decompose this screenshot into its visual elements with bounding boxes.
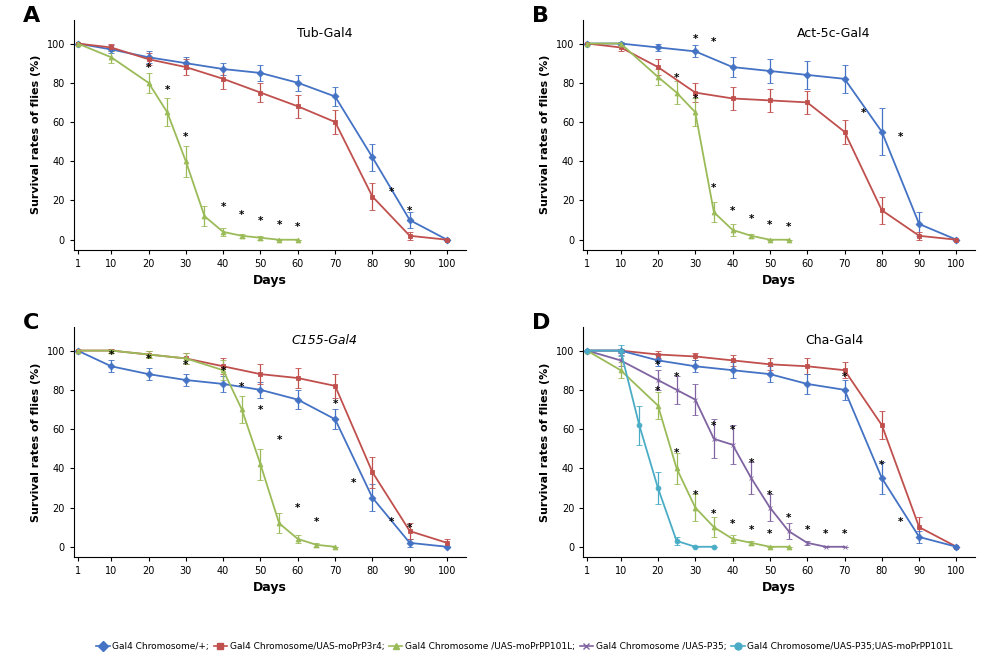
Text: *: *: [407, 206, 413, 216]
Text: *: *: [239, 382, 244, 392]
Text: *: *: [749, 458, 754, 468]
Text: *: *: [277, 435, 282, 445]
Text: *: *: [183, 132, 188, 142]
Text: *: *: [823, 529, 828, 539]
Text: *: *: [296, 503, 300, 513]
Text: D: D: [532, 313, 551, 333]
Text: *: *: [674, 73, 680, 83]
Y-axis label: Survival rates of flies (%): Survival rates of flies (%): [31, 55, 41, 214]
Text: *: *: [767, 490, 772, 500]
Text: *: *: [711, 182, 717, 192]
Text: *: *: [692, 33, 698, 43]
X-axis label: Days: Days: [253, 581, 287, 594]
Text: *: *: [221, 366, 226, 376]
Text: *: *: [786, 222, 791, 232]
Text: C: C: [23, 313, 39, 333]
Text: *: *: [674, 448, 680, 458]
Text: *: *: [805, 525, 810, 535]
Text: *: *: [146, 354, 152, 364]
Text: *: *: [314, 517, 319, 527]
Text: *: *: [388, 186, 394, 196]
X-axis label: Days: Days: [253, 274, 287, 287]
X-axis label: Days: Days: [762, 581, 796, 594]
Text: *: *: [880, 460, 885, 470]
Text: Tub-Gal4: Tub-Gal4: [296, 27, 353, 40]
Text: *: *: [842, 529, 847, 539]
Text: *: *: [674, 372, 680, 382]
Y-axis label: Survival rates of flies (%): Survival rates of flies (%): [31, 362, 41, 521]
Text: Cha-Gal4: Cha-Gal4: [805, 334, 863, 347]
Text: *: *: [388, 517, 394, 527]
Y-axis label: Survival rates of flies (%): Survival rates of flies (%): [541, 362, 551, 521]
Text: *: *: [730, 425, 735, 435]
Text: B: B: [532, 6, 550, 26]
Text: *: *: [711, 421, 717, 431]
Text: *: *: [749, 525, 754, 535]
Text: C155-Gal4: C155-Gal4: [292, 334, 358, 347]
Text: *: *: [730, 206, 735, 216]
Text: *: *: [239, 210, 244, 220]
Text: *: *: [407, 523, 413, 533]
Text: *: *: [692, 95, 698, 105]
Text: *: *: [655, 386, 661, 396]
Text: *: *: [786, 513, 791, 523]
Text: *: *: [221, 202, 226, 212]
Text: *: *: [277, 220, 282, 230]
Text: *: *: [842, 372, 847, 382]
Text: *: *: [711, 509, 717, 519]
Text: *: *: [767, 220, 772, 230]
Text: *: *: [692, 490, 698, 500]
Text: A: A: [23, 6, 40, 26]
Text: *: *: [711, 37, 717, 47]
Text: *: *: [146, 63, 152, 73]
Text: *: *: [897, 132, 903, 142]
Text: *: *: [730, 519, 735, 529]
X-axis label: Days: Days: [762, 274, 796, 287]
Text: *: *: [296, 222, 300, 232]
Text: *: *: [861, 108, 866, 118]
Text: *: *: [108, 350, 114, 360]
Text: *: *: [183, 360, 188, 370]
Text: *: *: [258, 406, 263, 416]
Text: *: *: [164, 85, 169, 95]
Text: *: *: [258, 216, 263, 226]
Text: Act-5c-Gal4: Act-5c-Gal4: [797, 27, 871, 40]
Text: *: *: [749, 214, 754, 224]
Text: *: *: [897, 517, 903, 527]
Legend: Gal4 Chromosome/+;, Gal4 Chromosome/UAS-moPrP3r4;, Gal4 Chromosome /UAS-moPrPP10: Gal4 Chromosome/+;, Gal4 Chromosome/UAS-…: [97, 642, 952, 651]
Y-axis label: Survival rates of flies (%): Survival rates of flies (%): [541, 55, 551, 214]
Text: *: *: [351, 478, 357, 488]
Text: *: *: [767, 529, 772, 539]
Text: *: *: [332, 400, 338, 410]
Text: *: *: [655, 360, 661, 370]
